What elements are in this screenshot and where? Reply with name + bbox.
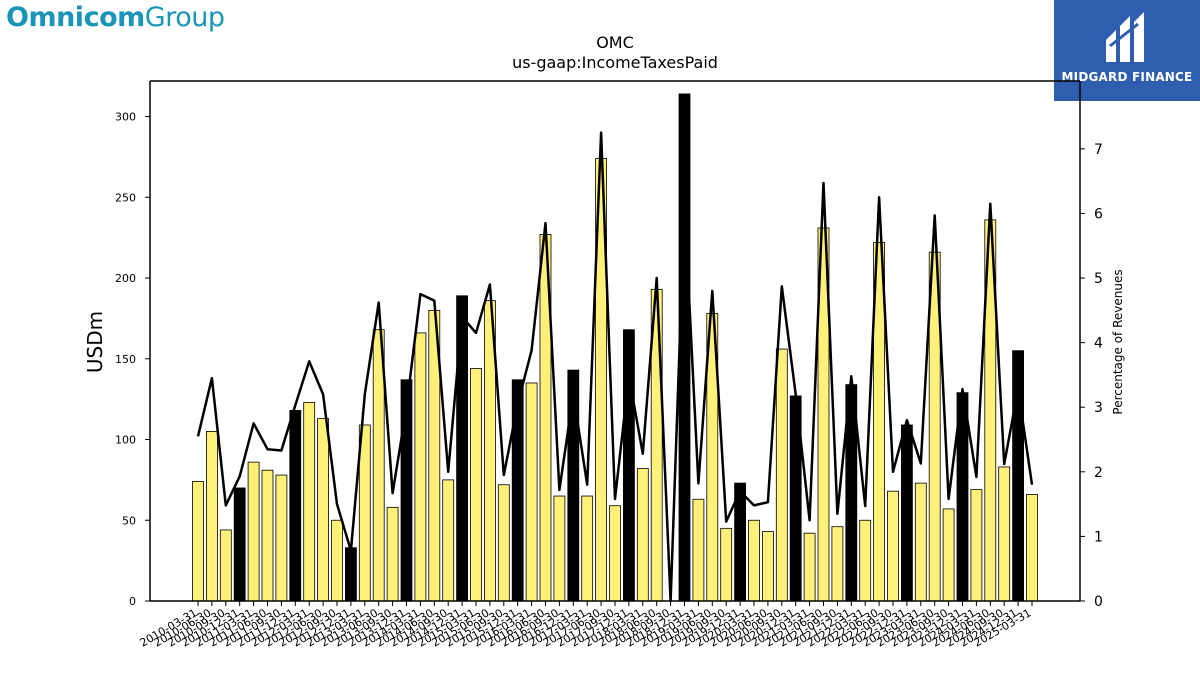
left-y-tick-label: 0: [129, 595, 136, 608]
bar-2020-06-30: [762, 531, 774, 602]
left-y-ticks: 0 50 100 150 200 250 300: [115, 111, 150, 608]
bar-2016-12-31: [567, 369, 580, 602]
bar-2025-03-31: [1026, 494, 1038, 602]
right-y-tick-label: 0: [1094, 594, 1103, 610]
right-y-tick-label: 7: [1094, 142, 1103, 158]
bar-2015-09-30: [497, 484, 510, 602]
bar-2011-03-31: [247, 461, 260, 602]
bar-2010-06-30: [205, 431, 218, 602]
bar-2011-09-30: [275, 474, 288, 602]
midgard-emblem-icon: [1106, 12, 1144, 62]
bar-2014-03-31: [414, 332, 427, 602]
left-y-tick-label: 50: [122, 514, 136, 527]
bar-2015-03-31: [470, 368, 482, 602]
bar-2016-03-31: [525, 382, 538, 602]
bar-2017-12-31: [623, 329, 635, 602]
bar-2017-03-31: [581, 495, 594, 602]
left-y-tick-label: 200: [115, 272, 136, 285]
bar-2011-12-31: [289, 410, 302, 602]
bar-2022-09-30: [887, 490, 899, 602]
right-y-tick-label: 3: [1094, 400, 1103, 416]
bar-series: [192, 93, 1038, 602]
bar-2010-12-31: [233, 487, 246, 602]
bar-2014-12-31: [456, 295, 469, 602]
midgard-logo-text: MIDGARD FINANCE: [1061, 70, 1193, 84]
bar-2014-09-30: [442, 479, 455, 602]
bar-2021-09-30: [831, 526, 844, 602]
right-y-tick-label: 5: [1094, 271, 1103, 287]
left-y-tick-label: 150: [115, 353, 136, 366]
right-y-tick-label: 1: [1094, 529, 1103, 545]
right-y-tick-label: 4: [1094, 336, 1103, 352]
y-axis-label: USDm: [83, 311, 107, 373]
midgard-finance-logo: MIDGARD FINANCE: [1054, 0, 1200, 101]
chart-title: OMC: [596, 33, 634, 52]
bar-2019-03-31: [692, 498, 705, 602]
bar-2022-03-31: [859, 519, 872, 602]
omnicom-group-logo: OmnicomGroup: [6, 2, 225, 33]
bar-2023-09-30: [942, 508, 955, 602]
bar-2021-03-31: [803, 532, 816, 602]
bar-2020-03-31: [748, 519, 760, 602]
right-y-ticks: 0 1 2 3 4 5 6 7: [1080, 142, 1103, 610]
left-y-tick-label: 100: [115, 434, 136, 447]
bar-2017-09-30: [609, 505, 621, 602]
bar-2024-09-30: [998, 466, 1011, 602]
bar-2019-09-30: [720, 527, 733, 602]
bar-2023-03-31: [914, 482, 927, 602]
bar-2012-03-31: [303, 401, 316, 602]
bar-2012-09-30: [331, 519, 343, 602]
bar-2016-09-30: [553, 495, 566, 602]
bar-2024-03-31: [970, 489, 983, 602]
bar-2012-06-30: [317, 418, 330, 602]
chart-subtitle: us-gaap:IncomeTaxesPaid: [512, 53, 718, 72]
bar-2011-06-30: [261, 469, 274, 602]
y2-axis-label: Percentage of Revenues: [1111, 269, 1125, 414]
group-logo-text: Group: [144, 2, 225, 33]
left-y-tick-label: 250: [115, 191, 136, 204]
bar-2020-09-30: [775, 348, 788, 602]
x-ticks: 2010-03-312010-06-302010-09-302010-12-31…: [138, 601, 1034, 650]
bar-2010-09-30: [219, 529, 232, 602]
line-series: [196, 131, 1034, 603]
omnicom-logo-text: Omnicom: [6, 2, 145, 33]
percentage-of-revenues-line: [196, 131, 1034, 603]
bar-2022-12-31: [901, 424, 913, 602]
bar-2015-12-31: [511, 379, 524, 602]
bar-2012-12-31: [344, 547, 357, 602]
right-y-tick-label: 6: [1094, 206, 1103, 222]
bar-2018-03-31: [636, 468, 649, 602]
left-y-tick-label: 300: [115, 111, 136, 124]
right-y-tick-label: 2: [1094, 465, 1103, 481]
bar-2013-09-30: [386, 506, 399, 602]
bar-2010-03-31: [192, 481, 204, 602]
